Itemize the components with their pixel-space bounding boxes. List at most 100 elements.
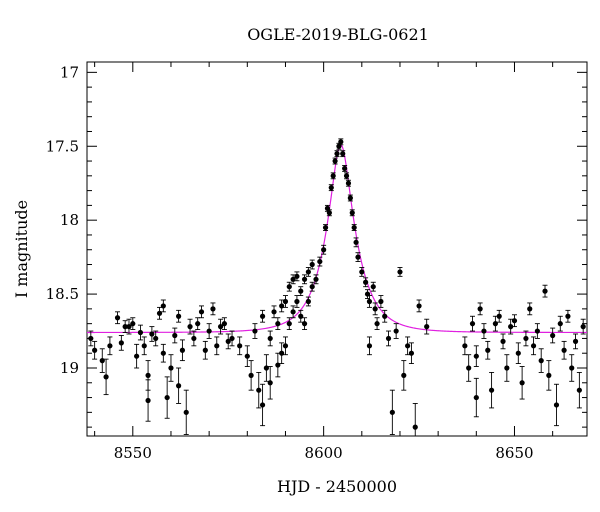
data-point: [546, 372, 552, 378]
data-point: [126, 324, 132, 330]
data-point: [137, 329, 144, 336]
data-point: [103, 374, 109, 380]
data-point: [338, 139, 344, 145]
x-tick-label: 8600: [305, 444, 343, 462]
data-point: [527, 306, 533, 312]
data-point: [301, 321, 308, 327]
data-point: [340, 151, 346, 157]
data-point: [282, 343, 289, 349]
data-point: [298, 288, 304, 294]
data-point: [466, 365, 472, 371]
data-point: [523, 335, 529, 342]
data-point: [225, 338, 231, 344]
data-point: [372, 306, 378, 312]
data-point: [473, 394, 479, 401]
data-point: [263, 365, 269, 371]
data-point: [326, 210, 332, 216]
data-point: [237, 343, 243, 349]
data-point: [168, 365, 174, 371]
data-point: [508, 324, 514, 330]
data-point: [366, 298, 373, 305]
data-point: [290, 309, 296, 315]
data-point: [305, 298, 311, 305]
data-point: [294, 273, 300, 279]
data-point: [500, 338, 506, 344]
data-point: [569, 365, 575, 371]
data-point: [309, 284, 315, 290]
x-tick-label: 8550: [114, 444, 152, 462]
data-point: [267, 335, 273, 342]
y-axis-title: I magnitude: [12, 200, 31, 298]
data-point: [424, 324, 430, 330]
data-point: [259, 402, 266, 408]
data-point: [279, 350, 285, 356]
data-point: [534, 328, 540, 334]
data-point: [565, 313, 571, 319]
data-point: [557, 321, 563, 327]
data-point: [313, 276, 319, 282]
data-point: [370, 284, 376, 290]
data-point: [345, 180, 352, 186]
data-point: [256, 387, 262, 393]
data-point: [107, 343, 113, 349]
data-point: [515, 350, 521, 356]
data-point: [153, 335, 159, 342]
data-point: [99, 358, 105, 364]
data-point: [179, 347, 186, 353]
data-point: [92, 347, 98, 353]
data-point: [160, 303, 166, 309]
data-point: [214, 343, 220, 349]
y-tick-label: 17.5: [46, 137, 79, 155]
data-point: [553, 402, 560, 408]
data-point: [309, 261, 315, 268]
data-point: [172, 332, 178, 339]
data-point: [462, 343, 468, 349]
data-point: [290, 276, 296, 282]
data-point: [363, 279, 369, 285]
data-point: [496, 313, 502, 319]
data-point: [530, 343, 537, 349]
data-point: [408, 350, 415, 356]
data-point: [353, 239, 359, 245]
data-point: [550, 332, 556, 339]
data-point: [351, 224, 357, 231]
plot-area: 8550 8600 8650 17 17.5 18 18.5 19: [46, 61, 588, 462]
data-point: [156, 310, 163, 316]
data-point: [504, 365, 510, 371]
data-point: [349, 210, 355, 216]
data-point: [298, 313, 304, 319]
data-point: [305, 269, 311, 275]
data-point: [389, 409, 395, 415]
data-point: [359, 269, 365, 275]
data-point: [244, 353, 250, 359]
data-point: [481, 328, 487, 334]
data-point: [206, 328, 212, 334]
data-point: [301, 276, 308, 282]
data-point: [385, 335, 392, 342]
data-point: [343, 173, 350, 179]
data-point: [330, 173, 336, 179]
y-tick-label: 18: [60, 211, 79, 229]
data-point: [572, 338, 579, 344]
data-point: [141, 343, 147, 349]
data-point: [198, 309, 205, 315]
data-point: [145, 397, 151, 404]
data-point: [267, 380, 273, 386]
data-point: [332, 158, 338, 164]
data-point: [183, 409, 189, 415]
data-point: [328, 185, 334, 191]
y-tick-label: 19: [60, 359, 79, 377]
data-point: [469, 321, 476, 327]
data-point: [286, 284, 292, 290]
data-point: [492, 321, 498, 327]
axis-ticks: 8550 8600 8650 17 17.5 18 18.5 19: [46, 62, 587, 462]
data-point: [477, 306, 483, 312]
data-point: [282, 298, 289, 305]
data-point: [221, 321, 228, 327]
chart-title: OGLE-2019-BLG-0621: [247, 25, 429, 44]
data-point: [114, 315, 121, 321]
data-point: [160, 350, 166, 356]
data-point: [164, 394, 170, 401]
data-point: [382, 313, 388, 319]
